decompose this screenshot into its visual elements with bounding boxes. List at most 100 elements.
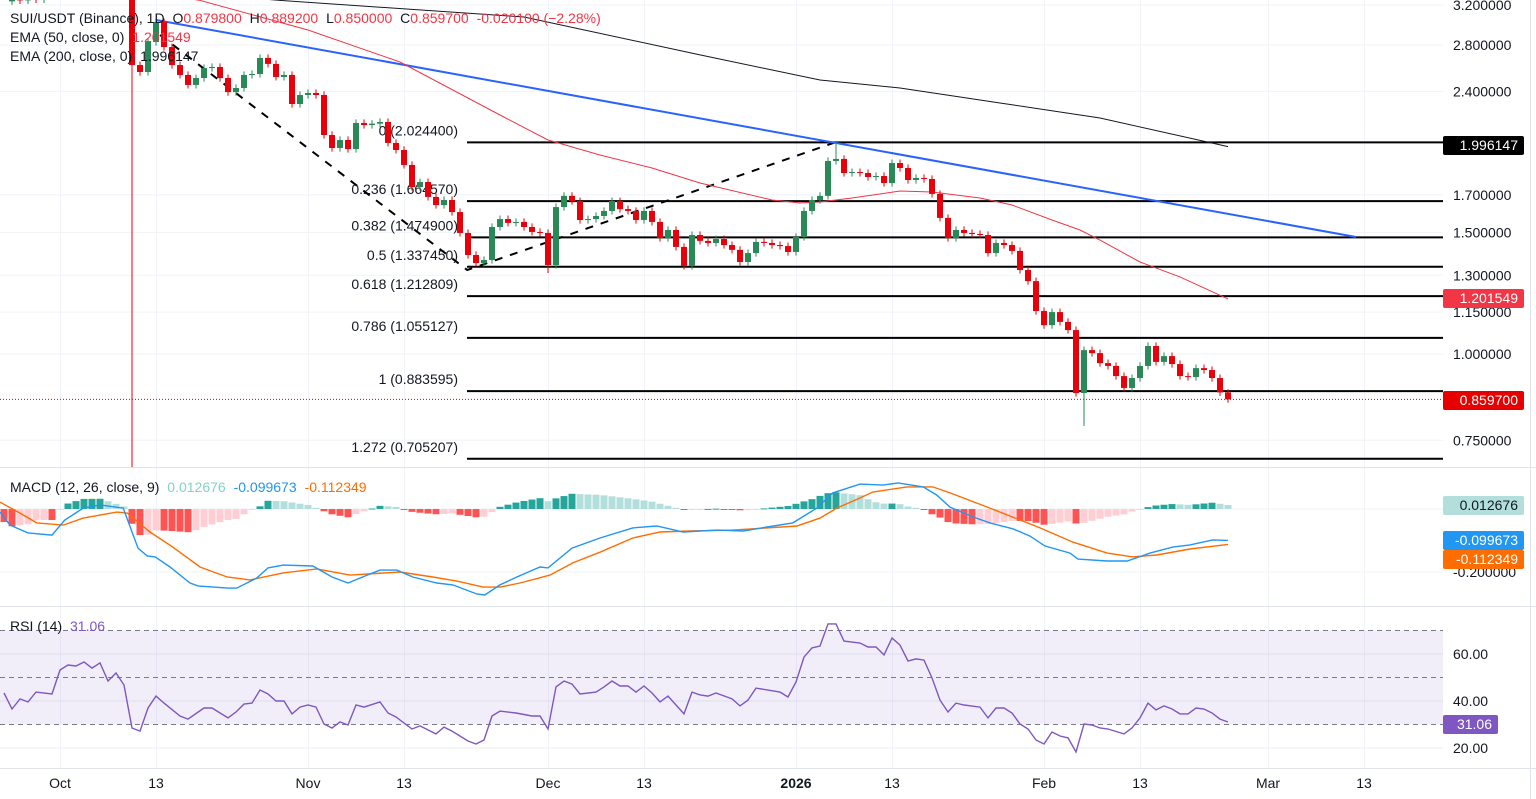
macd-histogram-bar xyxy=(280,501,288,509)
ema50-legend[interactable]: EMA (50, close, 0) 1.201549 xyxy=(10,29,195,45)
macd-histogram-bar xyxy=(832,492,840,509)
macd-histogram-bar xyxy=(640,500,648,509)
candle-down xyxy=(345,139,351,150)
candle-down xyxy=(1121,376,1127,388)
macd-histogram-bar xyxy=(696,509,704,510)
macd-signal-line xyxy=(0,486,1229,588)
rsi-legend[interactable]: RSI (14) 31.06 xyxy=(10,618,109,634)
macd-histogram-bar xyxy=(880,503,888,509)
macd-histogram-bar xyxy=(576,494,584,509)
candle-up xyxy=(417,182,423,187)
macd-label: MACD (12, 26, close, 9) xyxy=(10,479,160,495)
macd-histogram-bar xyxy=(808,499,816,509)
macd-histogram-bar xyxy=(888,503,896,509)
macd-histogram-bar xyxy=(208,509,216,525)
macd-legend[interactable]: MACD (12, 26, close, 9) 0.012676 -0.0996… xyxy=(10,479,371,495)
candle-down xyxy=(137,65,143,72)
symbol-label[interactable]: SUI/USDT (Binance), 1D xyxy=(10,10,165,26)
macd-histogram-bar xyxy=(480,509,488,517)
fib-path-dashed[interactable] xyxy=(159,34,836,272)
macd-histogram-bar xyxy=(0,509,8,523)
axes: 3.200000 2.800000 2.400000 1.700000 1.500000… xyxy=(49,0,1516,791)
price-tick-label: 2.400000 xyxy=(1453,83,1512,99)
candle-down xyxy=(529,227,535,232)
candle-down xyxy=(897,163,903,168)
macd-histogram-bar xyxy=(72,501,80,509)
rsi-value-badge: 31.06 xyxy=(1443,715,1498,734)
macd-histogram-bar xyxy=(32,509,40,521)
price-tick-label: 1.300000 xyxy=(1453,267,1512,283)
candle-down xyxy=(1001,242,1007,246)
candle-down xyxy=(633,210,639,221)
macd-histogram-bar xyxy=(8,509,16,527)
time-tick-label: 13 xyxy=(1356,775,1372,791)
candle-down xyxy=(961,229,967,233)
rsi-line xyxy=(3,623,1229,754)
candle-down xyxy=(673,229,679,247)
macd-histogram-bar xyxy=(1088,509,1096,521)
ohlc-legend: SUI/USDT (Binance), 1D O0.879800 H0.8892… xyxy=(10,10,605,26)
macd-histogram-bar xyxy=(496,506,504,509)
macd-histogram-bar xyxy=(40,509,48,520)
candle-down xyxy=(985,234,991,254)
price-tick-label: 1.700000 xyxy=(1453,187,1512,203)
candle-up xyxy=(1161,356,1167,362)
candle-down xyxy=(769,242,775,246)
candle-down xyxy=(265,57,271,64)
rsi-tick-label: 40.00 xyxy=(1453,693,1488,709)
candle-up xyxy=(1193,368,1199,378)
candle-up xyxy=(9,0,15,2)
macd-histogram-bar xyxy=(1152,505,1160,509)
rsi-label: RSI (14) xyxy=(10,618,63,634)
macd-histogram-bar xyxy=(368,508,376,510)
candle-up xyxy=(337,139,343,149)
macd-histogram-bar xyxy=(800,501,808,509)
ema200-legend[interactable]: EMA (200, close, 0) 1.996147 xyxy=(10,48,202,64)
macd-histogram-bar xyxy=(312,507,320,509)
macd-histogram-bar xyxy=(1032,509,1040,523)
candle-down xyxy=(577,201,583,221)
time-tick-label: 13 xyxy=(884,775,900,791)
macd-histogram-bar xyxy=(136,509,144,536)
candle-up xyxy=(513,221,519,223)
macd-histogram-bar xyxy=(112,503,120,509)
macd-histogram-bar xyxy=(928,509,936,515)
candle-down xyxy=(937,193,943,218)
candle-down xyxy=(545,232,551,266)
macd-histogram-bar xyxy=(360,509,368,512)
trendline[interactable] xyxy=(155,19,1357,238)
candle-up xyxy=(953,229,959,239)
time-tick-label: Mar xyxy=(1256,775,1280,791)
macd-histogram-bar xyxy=(632,499,640,509)
candle-down xyxy=(217,67,223,79)
macd-histogram-bar xyxy=(256,506,264,509)
macd-histogram-bar xyxy=(1096,509,1104,519)
macd-histogram-bar xyxy=(448,509,456,514)
candle-up xyxy=(561,195,567,208)
macd-histogram-bar xyxy=(936,509,944,518)
macd-histogram-bar xyxy=(64,503,72,509)
macd-histogram-bar xyxy=(528,499,536,509)
open-value: 0.879800 xyxy=(183,10,242,26)
candle-down xyxy=(537,231,543,233)
macd-histogram-bar xyxy=(520,500,528,509)
candle-up xyxy=(193,78,199,85)
candle-up xyxy=(145,42,151,72)
candle-down xyxy=(129,0,135,66)
candle-up xyxy=(833,158,839,161)
macd-histogram-bar xyxy=(16,509,24,526)
ema200-value: 1.996147 xyxy=(140,48,199,64)
macd-histogram-bar xyxy=(1072,509,1080,524)
macd-histogram-bar xyxy=(560,496,568,509)
candle-down xyxy=(729,245,735,250)
candle-up xyxy=(641,210,647,221)
macd-histogram-bar xyxy=(272,500,280,509)
candle-down xyxy=(1105,363,1111,366)
time-tick-label: Dec xyxy=(536,775,561,791)
macd-histogram-bar xyxy=(984,509,992,524)
macd-histogram-bar xyxy=(1192,504,1200,509)
macd-histogram-bar xyxy=(920,509,928,510)
candle-down xyxy=(425,182,431,197)
fib-extension[interactable]: 0 (2.024400) 0.236 (1.664570) 0.382 (1.474… xyxy=(351,122,1443,460)
